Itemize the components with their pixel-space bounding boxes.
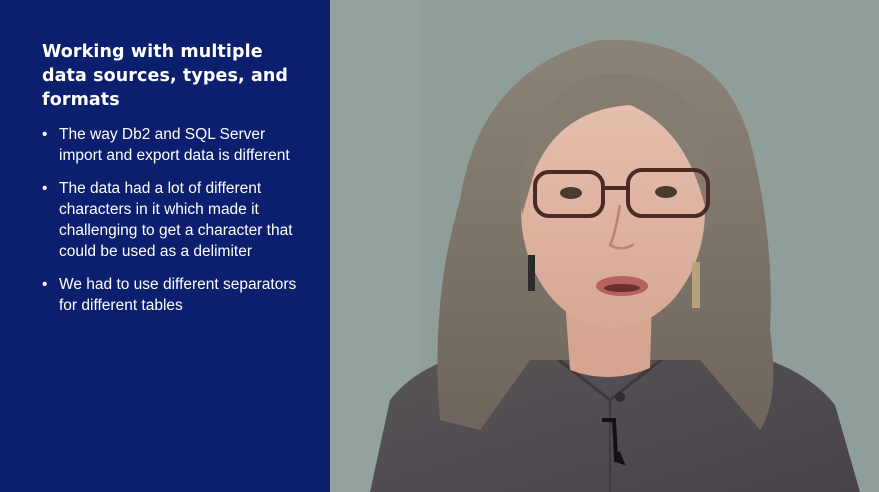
speaker-illustration bbox=[330, 0, 879, 492]
mouth-inner bbox=[604, 284, 640, 292]
slide-panel: Working with multiple data sources, type… bbox=[0, 0, 330, 492]
lavalier-microphone bbox=[602, 418, 626, 466]
bullet-text: The way Db2 and SQL Server import and ex… bbox=[59, 126, 290, 164]
bullet-marker: • bbox=[42, 180, 48, 197]
bullet-item: • The way Db2 and SQL Server import and … bbox=[42, 124, 312, 166]
bullet-marker: • bbox=[42, 276, 48, 293]
bullet-item: • We had to use different separators for… bbox=[42, 274, 312, 316]
glasses bbox=[533, 168, 710, 218]
shirt-button bbox=[615, 392, 625, 402]
hair-fringe bbox=[520, 73, 711, 220]
bullet-text: We had to use different separators for d… bbox=[59, 276, 297, 314]
left-eye bbox=[560, 187, 582, 199]
face bbox=[521, 92, 705, 328]
bullet-list: • The way Db2 and SQL Server import and … bbox=[42, 124, 312, 316]
left-earring bbox=[528, 255, 535, 291]
bullet-text: The data had a lot of different characte… bbox=[59, 180, 293, 260]
bullet-marker: • bbox=[42, 126, 48, 143]
slide-title: Working with multiple data sources, type… bbox=[42, 42, 289, 110]
right-earring bbox=[692, 262, 700, 308]
speaker-video bbox=[330, 0, 879, 492]
bullet-item: • The data had a lot of different charac… bbox=[42, 178, 312, 262]
nose bbox=[608, 204, 635, 250]
right-eye bbox=[655, 186, 677, 198]
